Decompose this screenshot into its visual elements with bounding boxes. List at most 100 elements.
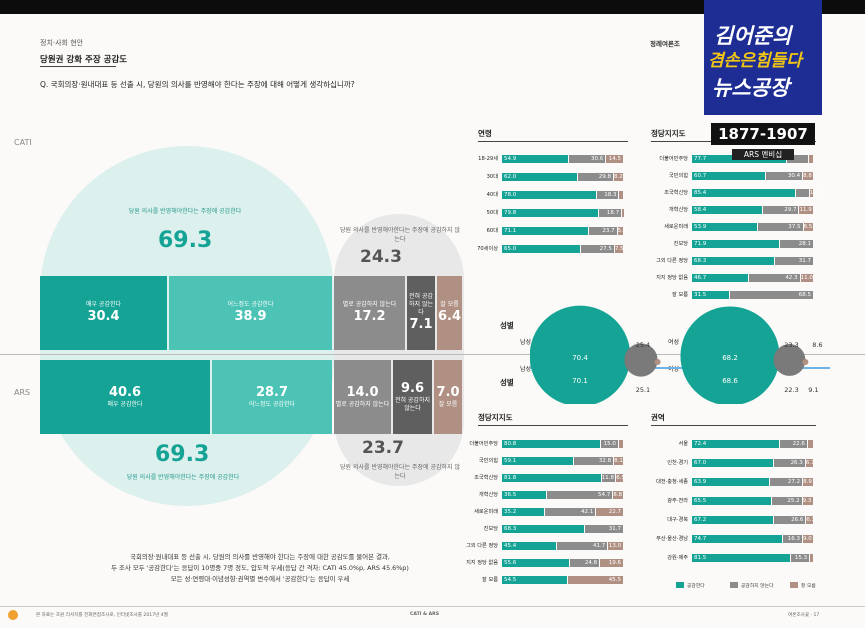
age-bar-disagree: 18.3 (597, 191, 619, 199)
party-top-bar-agree: 85.4 (692, 189, 796, 197)
party-top-category-label: 더불어민주당 (659, 156, 688, 162)
party-top-category-label: 개혁신당 (668, 207, 688, 213)
cati-segment-3: 별로 공감하지 않는다 17.2 (334, 276, 405, 350)
age-category-label: 70세이상 (477, 246, 498, 252)
cati-agree-caption: 당원 의사를 반영해야한다는 주장에 공감한다 (128, 208, 242, 215)
gender-agree-circle (680, 306, 780, 404)
region-bar-agree: 67.0 (692, 459, 773, 467)
age-header: 연령 (478, 129, 492, 138)
region-bar-agree: 74.7 (692, 535, 783, 543)
ars-segment-label: 어느정도 공감한다 (248, 401, 296, 408)
gender-ars-disagree-value: 25.1 (636, 386, 650, 394)
region-bar-dk (807, 440, 813, 448)
party-top-bar-agree: 60.7 (692, 172, 766, 180)
party-bottom-bar-agree: 59.1 (502, 457, 574, 465)
age-bar-agree: 79.8 (502, 209, 599, 217)
party-bottom-bar-dk: 13.0 (608, 542, 624, 550)
age-bar-disagree: 18.7 (599, 209, 622, 217)
legend-agree-label: 공감한다 (687, 584, 705, 589)
region-bar-disagree: 26.6 (773, 516, 806, 524)
region-category-label: 광주·전라 (667, 498, 688, 504)
party-top-bar-agree: 58.4 (692, 206, 763, 214)
cati-segment-5: 잘 모름 6.4 (437, 276, 462, 350)
flower-icon (8, 610, 18, 620)
party-top-bar-disagree (796, 189, 809, 197)
age-bar-agree: 54.9 (502, 155, 568, 163)
gender-cati-dk-value: 8.6 (812, 341, 822, 349)
party-top-category-label: 진보당 (673, 241, 688, 247)
top-dark-strip (0, 0, 865, 14)
region-bar-agree: 67.2 (692, 516, 773, 524)
age-bar-dk (619, 191, 623, 199)
party-top-category-label: 잘 모름 (672, 292, 688, 298)
party-bottom-bar-disagree: 42.1 (544, 508, 596, 516)
region-bar-agree: 65.5 (692, 497, 771, 505)
cati-segment-label: 별로 공감하지 않는다 (342, 301, 397, 308)
region-bar-disagree: 22.6 (780, 440, 807, 448)
party-bottom-category-label: 지지 정당 없음 (466, 560, 498, 566)
cati-segment-value: 38.9 (234, 309, 267, 324)
cati-segment-1: 매우 공감한다 30.4 (40, 276, 167, 350)
legend-disagree-label: 공감하지 않는다 (741, 584, 774, 589)
title-underline (40, 66, 116, 67)
party-bottom-bar-agree: 55.6 (502, 559, 569, 567)
party-bottom-bar-dk: 8.1 (614, 457, 623, 465)
age-bar-dk: 14.5 (606, 155, 623, 163)
section-label: 정치·사회 현안 (40, 39, 84, 47)
age-bar-agree: 62.0 (502, 173, 577, 181)
gender-dk-circle (802, 359, 809, 365)
ars-segment-label: 별로 공감하지 않는다 (335, 401, 390, 408)
ars-segment-2: 28.7 어느정도 공감한다 (212, 360, 332, 434)
report-page: 정치·사회 현안 당원권 강화 주장 공감도 Q. 국회의장·원내대표 등 선출… (0, 14, 865, 628)
region-bar-disagree: 27.2 (769, 478, 803, 486)
region-bar-disagree: 25.2 (771, 497, 802, 505)
party-top-bar-agree: 53.9 (692, 223, 757, 231)
cati-segment-value: 7.1 (409, 317, 433, 332)
party-top-bar-dk: 11.9 (799, 206, 813, 214)
region-category-label: 대전·충청·세종 (656, 479, 688, 485)
cati-segment-label: 어느정도 공감한다 (227, 301, 274, 308)
age-bar-dk: 5.3 (617, 227, 627, 235)
footnote-line-1: 국회의장·원내대표 등 선출 시, 당원의 의사를 반영해야 한다는 주장에 대… (130, 553, 390, 561)
party-bottom-bar-agree: 81.8 (502, 474, 601, 482)
age-bar-disagree: 30.6 (568, 155, 606, 163)
survey-question: Q. 국회의장·원내대표 등 선출 시, 당원의 의사를 반영해야 한다는 주장… (40, 80, 355, 89)
gender-male-label-ars: 남성 (520, 366, 532, 373)
party-top-bar-disagree: 37.5 (757, 223, 803, 231)
region-bar-disagree: 16.3 (783, 535, 802, 543)
ars-segment-label: 매우 공감한다 (107, 401, 143, 408)
footer-center: CATI & ARS (410, 612, 440, 617)
region-header-line (651, 425, 816, 426)
region-bar-agree: 63.9 (692, 478, 769, 486)
party-top-category-label: 새로운미래 (664, 224, 688, 230)
gender-bottom-header: 성별 (500, 378, 514, 387)
cati-segment-value: 17.2 (353, 309, 386, 324)
ars-segment-label: 잘 모름 (438, 401, 458, 408)
age-category-label: 18-29세 (478, 156, 498, 162)
party-top-bar-agree: 46.7 (692, 274, 748, 282)
cati-segment-label: 전혀 공감하지 않는다 (409, 293, 433, 316)
age-header-line (478, 141, 628, 142)
party-bottom-bar-dk: 6.5 (616, 474, 625, 482)
party-top-category-label: 지지 정당 없음 (656, 275, 688, 281)
footer-left: 본 자료는 조원 리서치를 전화면접조사로, 인터넷조사를 2017년 4월 (36, 613, 168, 618)
cati-segment-label: 잘 모름 (440, 301, 459, 308)
party-bottom-bar-disagree: 24.8 (569, 559, 600, 567)
gender-cati-disagree-value: 23.3 (784, 341, 798, 349)
party-bottom-bar-agree: 80.8 (502, 440, 600, 448)
gender-ars-disagree-value: 22.3 (784, 386, 798, 394)
age-bar-dk: 8.2 (613, 173, 623, 181)
party-bottom-bar-dk: 45.5 (568, 576, 623, 584)
ars-segment-4: 9.6 전혀 공감하지 않는다 (393, 360, 432, 434)
gender-female-label-ars: 여성 (668, 366, 680, 373)
legend-dk-label: 잘 모름 (801, 584, 816, 589)
party-bottom-bar-dk (618, 440, 623, 448)
party-top-bar-disagree: 68.5 (730, 291, 813, 299)
running-head: 정례여론조 (650, 40, 680, 48)
party-top-bar-dk: 8.8 (803, 172, 813, 180)
ars-segment-3: 14.0 별로 공감하지 않는다 (334, 360, 391, 434)
cati-disagree-total: 24.3 (360, 247, 402, 267)
party-bottom-category-label: 잘 모름 (482, 577, 498, 583)
ars-segment-value: 14.0 (346, 385, 379, 400)
party-bottom-bar-agree: 68.3 (502, 525, 585, 533)
